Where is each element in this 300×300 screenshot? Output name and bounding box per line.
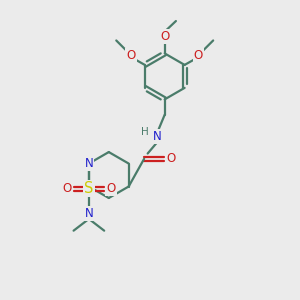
Text: O: O <box>160 30 169 43</box>
Text: N: N <box>153 130 162 143</box>
Text: O: O <box>106 182 116 195</box>
Text: N: N <box>85 157 93 170</box>
Text: O: O <box>166 152 175 165</box>
Text: S: S <box>84 181 94 196</box>
Text: O: O <box>126 49 136 62</box>
Text: O: O <box>62 182 71 195</box>
Text: N: N <box>85 207 93 220</box>
Text: O: O <box>194 49 203 62</box>
Text: H: H <box>141 127 148 137</box>
